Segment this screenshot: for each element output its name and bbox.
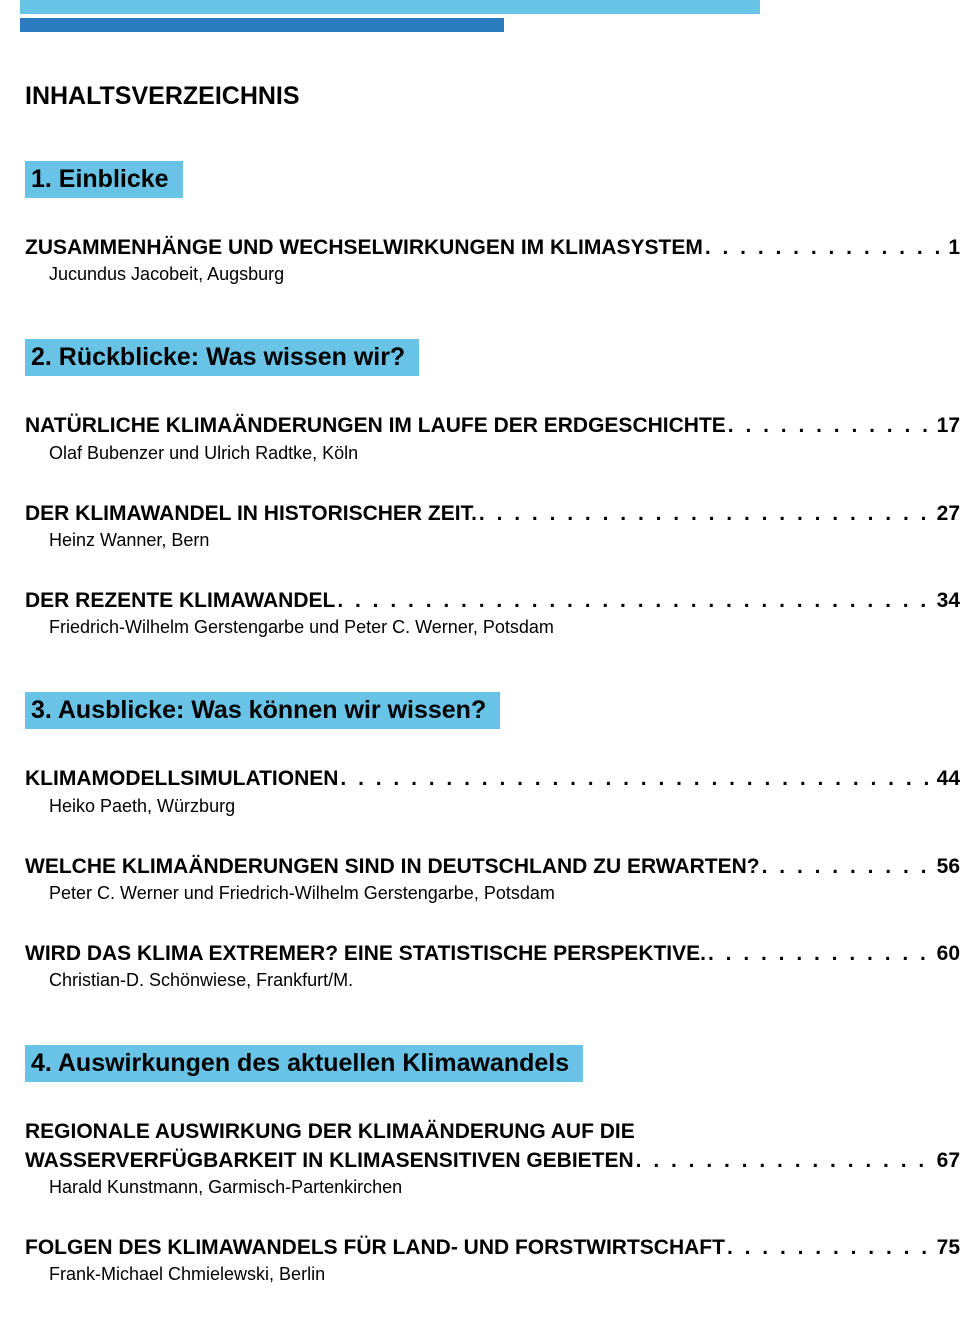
leader-dots — [725, 1234, 937, 1262]
content-area: INHALTSVERZEICHNIS 1. Einblicke ZUSAMMENH… — [0, 82, 960, 1285]
toc-entry-title: DER KLIMAWANDEL IN HISTORISCHER ZEIT. — [25, 500, 477, 528]
toc-entry-line: WELCHE KLIMAÄNDERUNGEN SIND IN DEUTSCHLA… — [25, 853, 960, 881]
header-decoration — [0, 0, 960, 32]
leader-dots — [760, 853, 937, 881]
toc-entry-line: DER KLIMAWANDEL IN HISTORISCHER ZEIT. 27 — [25, 500, 960, 528]
page-container: INHALTSVERZEICHNIS 1. Einblicke ZUSAMMENH… — [0, 0, 960, 1285]
toc-entry: FOLGEN DES KLIMAWANDELS FÜR LAND- UND FO… — [25, 1234, 940, 1285]
leader-dots — [703, 234, 948, 262]
toc-entry-title: ZUSAMMENHÄNGE UND WECHSELWIRKUNGEN IM KL… — [25, 234, 703, 262]
toc-entry-page: 44 — [937, 765, 960, 793]
toc-entry-author: Jucundus Jacobeit, Augsburg — [49, 264, 940, 285]
toc-entry-title: WELCHE KLIMAÄNDERUNGEN SIND IN DEUTSCHLA… — [25, 853, 760, 881]
toc-entry-line: ZUSAMMENHÄNGE UND WECHSELWIRKUNGEN IM KL… — [25, 234, 960, 262]
toc-entry-title: DER REZENTE KLIMAWANDEL — [25, 587, 335, 615]
toc-entry-page: 60 — [937, 940, 960, 968]
leader-dots — [634, 1147, 937, 1175]
leader-dots — [338, 765, 936, 793]
toc-entry-author: Harald Kunstmann, Garmisch-Partenkirchen — [49, 1177, 940, 1198]
toc-entry-line: FOLGEN DES KLIMAWANDELS FÜR LAND- UND FO… — [25, 1234, 960, 1262]
toc-entry-title: WASSERVERFÜGBARKEIT IN KLIMASENSITIVEN G… — [25, 1147, 634, 1175]
toc-entry: NATÜRLICHE KLIMAÄNDERUNGEN IM LAUFE DER … — [25, 412, 940, 463]
toc-entry-line: WIRD DAS KLIMA EXTREMER? EINE STATISTISC… — [25, 940, 960, 968]
toc-entry: WELCHE KLIMAÄNDERUNGEN SIND IN DEUTSCHLA… — [25, 853, 940, 904]
toc-entry: WIRD DAS KLIMA EXTREMER? EINE STATISTISC… — [25, 940, 940, 991]
toc-entry-line: NATÜRLICHE KLIMAÄNDERUNGEN IM LAUFE DER … — [25, 412, 960, 440]
header-bar-2 — [20, 18, 504, 32]
section-heading: 4. Auswirkungen des aktuellen Klimawande… — [25, 1045, 583, 1082]
leader-dots — [726, 412, 937, 440]
toc-entry-line: KLIMAMODELLSIMULATIONEN 44 — [25, 765, 960, 793]
toc-entry-author: Olaf Bubenzer und Ulrich Radtke, Köln — [49, 443, 940, 464]
toc-entry-author: Christian-D. Schönwiese, Frankfurt/M. — [49, 970, 940, 991]
toc-entry-line: DER REZENTE KLIMAWANDEL 34 — [25, 587, 960, 615]
toc-entry-page: 1 — [948, 234, 960, 262]
toc-entry-page: 17 — [937, 412, 960, 440]
toc-entry: DER REZENTE KLIMAWANDEL34Friedrich-Wilhe… — [25, 587, 940, 638]
section-heading: 1. Einblicke — [25, 161, 183, 198]
toc-entry-title: REGIONALE AUSWIRKUNG DER KLIMAÄNDERUNG A… — [25, 1118, 635, 1146]
toc-entry-title: WIRD DAS KLIMA EXTREMER? EINE STATISTISC… — [25, 940, 706, 968]
toc-entry-author: Frank-Michael Chmielewski, Berlin — [49, 1264, 940, 1285]
toc-entry: REGIONALE AUSWIRKUNG DER KLIMAÄNDERUNG A… — [25, 1118, 940, 1198]
section-heading: 2. Rückblicke: Was wissen wir? — [25, 339, 419, 376]
toc-entry-author: Heiko Paeth, Würzburg — [49, 796, 940, 817]
toc-entry: DER KLIMAWANDEL IN HISTORISCHER ZEIT.27H… — [25, 500, 940, 551]
toc-entry: KLIMAMODELLSIMULATIONEN44Heiko Paeth, Wü… — [25, 765, 940, 816]
toc-entry-page: 67 — [937, 1147, 960, 1175]
toc-entry-page: 27 — [937, 500, 960, 528]
toc-entry-title: FOLGEN DES KLIMAWANDELS FÜR LAND- UND FO… — [25, 1234, 725, 1262]
toc-entry-author: Friedrich-Wilhelm Gerstengarbe und Peter… — [49, 617, 940, 638]
toc-entry-line: REGIONALE AUSWIRKUNG DER KLIMAÄNDERUNG A… — [25, 1118, 960, 1146]
toc-entry-title: KLIMAMODELLSIMULATIONEN — [25, 765, 338, 793]
toc-entry-page: 56 — [937, 853, 960, 881]
toc-entry-author: Peter C. Werner und Friedrich-Wilhelm Ge… — [49, 883, 940, 904]
header-bar-1 — [20, 0, 760, 14]
leader-dots — [477, 500, 937, 528]
toc-entry-page: 75 — [937, 1234, 960, 1262]
toc-heading: INHALTSVERZEICHNIS — [25, 82, 940, 111]
section-heading: 3. Ausblicke: Was können wir wissen? — [25, 692, 500, 729]
toc-entry: ZUSAMMENHÄNGE UND WECHSELWIRKUNGEN IM KL… — [25, 234, 940, 285]
toc-entry-author: Heinz Wanner, Bern — [49, 530, 940, 551]
toc-sections: 1. Einblicke ZUSAMMENHÄNGE UND WECHSELWIR… — [25, 143, 940, 1285]
toc-entry-title: NATÜRLICHE KLIMAÄNDERUNGEN IM LAUFE DER … — [25, 412, 726, 440]
leader-dots — [335, 587, 936, 615]
toc-entry-line: WASSERVERFÜGBARKEIT IN KLIMASENSITIVEN G… — [25, 1147, 960, 1175]
leader-dots — [706, 940, 937, 968]
toc-entry-page: 34 — [937, 587, 960, 615]
